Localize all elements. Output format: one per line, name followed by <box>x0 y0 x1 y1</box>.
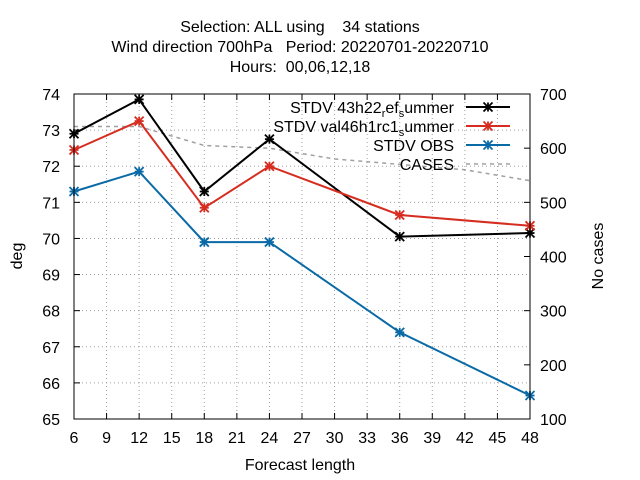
marker-stroke <box>394 209 405 221</box>
y-tick-label: 65 <box>42 412 60 429</box>
x-axis-label: Forecast length <box>245 457 355 474</box>
series-2-point <box>394 327 405 338</box>
series-1-point <box>199 202 210 213</box>
series-0-point <box>264 134 275 145</box>
marker-stroke <box>134 115 145 127</box>
series-2-point <box>134 166 145 177</box>
y2-tick-label: 600 <box>540 141 567 158</box>
y-tick-label: 68 <box>42 304 60 321</box>
x-tick-label: 15 <box>163 430 181 447</box>
x-tick-label: 21 <box>228 430 246 447</box>
series-line-3 <box>74 125 531 182</box>
y-tick-label: 69 <box>42 268 60 285</box>
x-tick-label: 9 <box>102 430 111 447</box>
x-tick-label: 6 <box>70 430 79 447</box>
series-0-point <box>199 186 210 197</box>
series-2-point <box>199 236 210 248</box>
y2-tick-label: 400 <box>540 250 567 267</box>
legend-marker-0 <box>482 101 494 113</box>
grid <box>74 94 530 419</box>
x-tick-label: 48 <box>521 430 539 447</box>
legend-label-3: CASES <box>400 157 454 174</box>
labels: Selection: ALL using 34 stations Wind di… <box>9 19 607 474</box>
series-1-point <box>394 209 405 221</box>
legend-marker-2 <box>482 139 494 151</box>
x-tick-label: 24 <box>261 430 279 447</box>
x-tick-label: 42 <box>456 430 474 447</box>
x-tick-label: 33 <box>358 430 376 447</box>
y-tick-label: 70 <box>42 231 60 248</box>
x-tick-label: 36 <box>391 430 409 447</box>
legend-label-2: STDV OBS <box>373 138 454 155</box>
x-tick-label: 12 <box>130 430 148 447</box>
legend-marker-1 <box>482 120 494 132</box>
x-tick-label: 30 <box>326 430 344 447</box>
series-line-2 <box>73 170 531 397</box>
marker-stroke <box>199 186 210 197</box>
series-2-point <box>264 236 275 248</box>
marker-stroke <box>482 101 494 113</box>
y2-tick-label: 700 <box>540 87 567 104</box>
series-line-1 <box>73 119 531 227</box>
y-tick-label: 73 <box>42 123 60 140</box>
marker-stroke <box>482 139 494 151</box>
legend-label-1: STDV val46h1rc1summer <box>273 119 454 139</box>
marker-stroke <box>394 327 405 338</box>
y-axis-label: deg <box>9 243 26 270</box>
marker-stroke <box>134 166 145 177</box>
x-tick-label: 39 <box>423 430 441 447</box>
x-tick-label: 18 <box>195 430 213 447</box>
series-1-point <box>264 161 275 172</box>
chart-title-line-2: Wind direction 700hPa Period: 20220701-2… <box>111 39 488 56</box>
chart-title-line-1: Selection: ALL using 34 stations <box>180 19 420 36</box>
y-tick-label: 74 <box>42 87 60 104</box>
x-tick-label: 45 <box>489 430 507 447</box>
y-tick-label: 67 <box>42 340 60 357</box>
y2-tick-label: 500 <box>540 195 567 212</box>
legend-label-0: STDV 43h22refsummer <box>290 100 455 120</box>
series-1-point <box>134 115 145 127</box>
marker-stroke <box>394 231 405 242</box>
x-tick-label: 27 <box>293 430 311 447</box>
marker-stroke <box>199 202 210 213</box>
chart-title-line-3: Hours: 00,06,12,18 <box>230 59 371 76</box>
y-tick-label: 66 <box>42 376 60 393</box>
y2-axis-label: No cases <box>590 223 607 290</box>
marker-stroke <box>264 236 275 248</box>
y2-tick-label: 300 <box>540 304 567 321</box>
y2-tick-label: 100 <box>540 412 567 429</box>
marker-stroke <box>482 120 494 132</box>
marker-stroke <box>264 134 275 145</box>
series-0-point <box>394 231 405 242</box>
marker-stroke <box>199 236 210 248</box>
y-tick-label: 72 <box>42 159 60 176</box>
cases-layer <box>74 125 531 182</box>
marker-stroke <box>264 161 275 172</box>
axes: 6 9 12 15 18 21 24 27 30 33 36 39 42 45 48656667686970… <box>42 87 567 447</box>
series-line-0 <box>73 98 531 238</box>
y2-tick-label: 200 <box>540 358 567 375</box>
y-tick-label: 71 <box>42 195 60 212</box>
